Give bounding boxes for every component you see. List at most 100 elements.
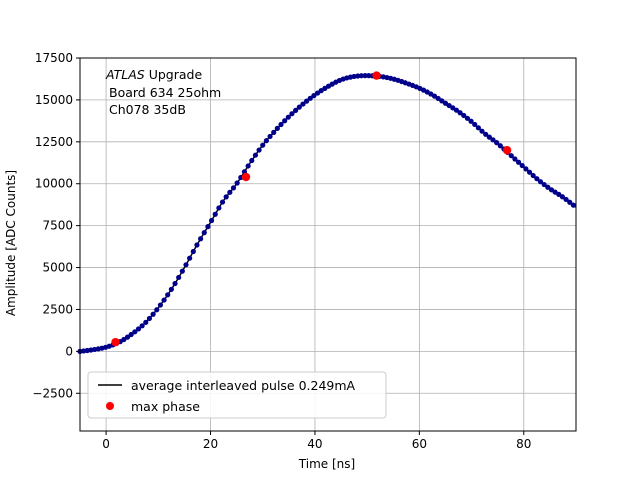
y-tick-label: 12500 — [35, 135, 73, 149]
pulse-point — [519, 162, 525, 169]
legend-entry-pulse: average interleaved pulse 0.249mA — [131, 378, 356, 393]
legend-entry-max-phase: max phase — [131, 399, 200, 414]
pulse-point — [472, 121, 478, 128]
max-phase-point — [372, 71, 381, 80]
pulse-point — [165, 292, 171, 298]
pulse-point — [296, 104, 302, 110]
pulse-point — [146, 315, 153, 322]
legend-marker-swatch — [106, 402, 114, 410]
annotation-channel: Ch078 35dB — [109, 102, 186, 117]
pulse-point — [285, 114, 291, 120]
pulse-point — [157, 302, 164, 308]
pulse-point — [490, 137, 496, 143]
pulse-point — [362, 73, 368, 79]
pulse-point — [205, 224, 211, 230]
pulse-point — [190, 248, 196, 255]
pulse-point — [249, 157, 255, 164]
max-phase-series — [111, 71, 512, 347]
y-tick-label: 7500 — [42, 219, 73, 233]
pulse-point — [534, 176, 540, 182]
pulse-point — [435, 95, 441, 102]
pulse-point — [252, 152, 259, 158]
pulse-point — [293, 107, 299, 113]
pulse-point — [515, 159, 522, 165]
y-tick-label: 2500 — [42, 302, 73, 316]
legend-box — [87, 371, 387, 419]
pulse-point — [183, 262, 189, 268]
pulse-point — [530, 172, 536, 179]
pulse-point — [219, 199, 226, 205]
x-tick-label: 0 — [102, 437, 110, 451]
pulse-point — [208, 217, 215, 224]
pulse-point — [201, 230, 207, 236]
pulse-point — [198, 236, 204, 242]
pulse-point — [139, 323, 145, 329]
pulse-point — [512, 156, 518, 162]
pulse-point — [559, 194, 566, 200]
pulse-point — [223, 194, 229, 200]
pulse-point — [468, 118, 474, 124]
pulse-point — [523, 166, 529, 172]
pulse-point — [570, 202, 576, 208]
y-axis-label: Amplitude [ADC Counts] — [4, 170, 18, 316]
annotation-atlas: ATLAS — [105, 67, 145, 82]
plot-frame — [79, 57, 577, 432]
pulse-point — [508, 153, 514, 159]
pulse-point — [486, 134, 492, 140]
pulse-point — [234, 180, 240, 186]
pulse-point — [150, 311, 156, 317]
annotation-upgrade: Upgrade — [145, 67, 203, 82]
svg-text:ATLAS Upgrade: ATLAS Upgrade — [105, 67, 202, 82]
annotation-board: Board 634 25ohm — [109, 85, 221, 100]
pulse-point — [567, 199, 573, 205]
max-phase-point — [502, 146, 512, 155]
x-tick-label: 20 — [203, 437, 218, 451]
x-tick-label: 60 — [412, 437, 427, 451]
pulse-point — [274, 125, 280, 131]
pulse-point — [230, 185, 237, 191]
pulse-point — [464, 115, 471, 121]
pulse-point — [212, 211, 218, 217]
pulse-point — [366, 73, 372, 79]
pulse-point — [245, 163, 251, 169]
x-tick-label: 80 — [516, 437, 531, 451]
pulse-point — [124, 334, 131, 340]
pulse-point — [289, 111, 295, 117]
y-axis-ticks: −2500 0 2500 5000 7500 10000 12500 15000 17500 — [32, 51, 80, 400]
y-tick-label: 5000 — [42, 261, 73, 275]
pulse-point — [278, 121, 284, 128]
y-tick-label: −2500 — [32, 386, 73, 400]
pulse-point — [563, 196, 569, 203]
pulse-point — [537, 179, 544, 185]
pulse-point — [483, 131, 489, 137]
pulse-point — [176, 274, 182, 281]
pulse-point — [494, 140, 500, 146]
y-tick-label: 15000 — [35, 93, 73, 107]
pulse-point — [307, 95, 313, 101]
pulse-point — [187, 255, 193, 261]
pulse-point — [179, 268, 185, 274]
annotation: ATLAS Upgrade Board 634 25ohm Ch078 35dB — [105, 67, 221, 117]
pulse-point — [358, 73, 365, 79]
y-tick-label: 10000 — [35, 177, 73, 191]
pulse-point — [256, 147, 262, 153]
pulse-point — [216, 205, 222, 211]
pulse-point — [168, 286, 174, 292]
legend: average interleaved pulse 0.249mA max ph… — [87, 371, 387, 419]
pulse-point — [311, 93, 317, 99]
pulse-point — [453, 107, 460, 113]
pulse-point — [128, 331, 134, 338]
pulse-point — [282, 118, 288, 124]
pulse-point — [497, 143, 503, 149]
pulse-point — [541, 181, 547, 188]
pulse-point — [263, 138, 269, 144]
pulse-point — [227, 189, 233, 195]
pulse-point — [461, 112, 467, 119]
y-tick-label: 17500 — [35, 51, 73, 65]
pulse-point — [154, 307, 160, 313]
x-axis-ticks: 0 20 40 60 80 — [102, 431, 531, 451]
pulse-point — [303, 98, 310, 104]
pulse-point — [161, 297, 167, 303]
x-axis-label: Time [ns] — [298, 457, 355, 471]
